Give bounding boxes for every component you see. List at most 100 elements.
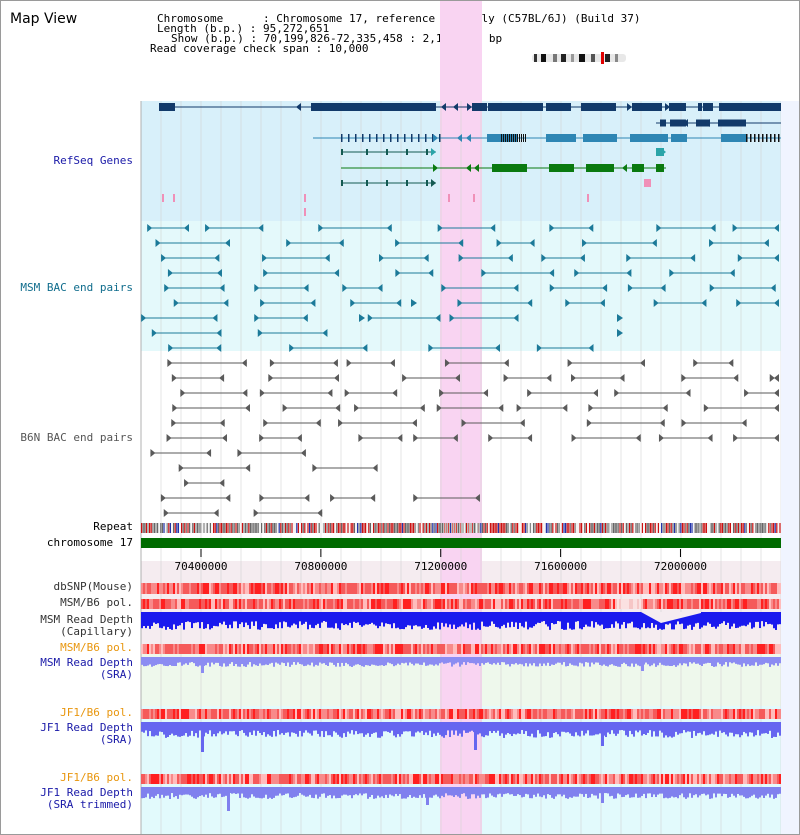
heat-cell xyxy=(771,709,773,719)
heat-cell xyxy=(747,599,749,609)
heat-cell xyxy=(471,774,473,784)
heat-cell xyxy=(387,709,389,719)
heat-cell xyxy=(403,599,405,609)
heat-cell xyxy=(253,644,255,654)
heat-cell xyxy=(555,644,557,654)
heat-cell xyxy=(591,583,593,594)
heat-cell xyxy=(151,774,153,784)
heat-cell xyxy=(703,583,705,594)
depth-bar xyxy=(581,722,583,731)
strand-arrow xyxy=(683,119,688,127)
gene-exon xyxy=(432,134,434,142)
heat-cell xyxy=(777,644,779,654)
bac-end-left xyxy=(413,494,419,502)
depth-bar xyxy=(651,722,653,737)
heat-cell xyxy=(637,599,639,609)
heat-cell xyxy=(329,583,331,594)
bac-end-left xyxy=(163,509,169,517)
depth-bar xyxy=(631,612,633,622)
depth-bar xyxy=(503,657,505,663)
depth-bar xyxy=(523,722,525,734)
heat-cell xyxy=(711,709,713,719)
depth-bar xyxy=(431,612,433,630)
depth-bar xyxy=(615,657,617,666)
heat-cell xyxy=(413,644,415,654)
bac-end-left xyxy=(457,299,463,307)
bac-end-right xyxy=(332,359,338,367)
depth-bar xyxy=(189,722,191,736)
depth-bar xyxy=(557,657,559,663)
bac-end-right xyxy=(258,224,264,232)
bac-end-left xyxy=(141,314,147,322)
repeat-feature xyxy=(248,523,250,533)
heat-cell xyxy=(603,583,605,594)
repeat-feature xyxy=(654,523,656,533)
bac-end-left xyxy=(681,419,687,427)
heat-cell xyxy=(185,583,187,594)
repeat-feature xyxy=(155,523,157,533)
heat-cell xyxy=(695,644,697,654)
depth-bar xyxy=(779,787,781,794)
heat-cell xyxy=(395,599,397,609)
heat-cell xyxy=(599,599,601,609)
heat-cell xyxy=(549,583,551,594)
heat-cell xyxy=(609,599,611,609)
heat-cell xyxy=(635,709,637,719)
heat-cell xyxy=(695,599,697,609)
heat-cell xyxy=(649,709,651,719)
bac-end-left xyxy=(574,269,580,277)
heat-cell xyxy=(585,583,587,594)
repeat-feature xyxy=(455,523,456,533)
heat-cell xyxy=(595,583,597,594)
heat-cell xyxy=(199,599,201,609)
depth-bar xyxy=(225,612,227,625)
depth-bar xyxy=(653,722,655,732)
depth-bar xyxy=(413,722,415,737)
depth-bar xyxy=(757,722,759,731)
bac-end-left xyxy=(441,284,447,292)
gene-exon xyxy=(355,134,357,142)
depth-bar xyxy=(517,787,519,795)
heat-cell xyxy=(257,583,259,594)
depth-bar xyxy=(379,722,381,738)
depth-bar xyxy=(281,787,283,796)
repeat-feature xyxy=(661,523,663,533)
heat-cell xyxy=(185,709,187,719)
bac-end-left xyxy=(614,389,620,397)
depth-bar xyxy=(325,722,327,732)
depth-bar xyxy=(557,787,559,795)
depth-bar xyxy=(401,657,403,663)
depth-bar xyxy=(463,657,465,663)
gene-exon xyxy=(366,180,368,186)
repeat-feature xyxy=(331,523,333,533)
heat-cell xyxy=(525,644,527,654)
heat-cell xyxy=(331,583,333,594)
bac-end-left xyxy=(350,299,356,307)
heat-cell xyxy=(747,644,749,654)
heat-cell xyxy=(315,583,317,594)
heat-cell xyxy=(281,644,283,654)
repeat-feature xyxy=(197,523,199,533)
heat-cell xyxy=(537,599,539,609)
heat-cell xyxy=(261,774,263,784)
depth-bar xyxy=(203,787,205,797)
heat-cell xyxy=(421,599,423,609)
heat-cell xyxy=(219,583,221,594)
repeat-feature xyxy=(368,523,370,533)
depth-bar xyxy=(465,657,467,665)
depth-bar xyxy=(493,787,495,797)
heat-cell xyxy=(585,599,587,609)
depth-bar xyxy=(435,657,437,665)
heat-cell xyxy=(567,774,569,784)
depth-bar xyxy=(303,722,305,733)
heat-cell xyxy=(681,583,683,594)
strand-arrow xyxy=(296,103,301,111)
depth-bar xyxy=(505,612,507,628)
heat-cell xyxy=(287,599,289,609)
depth-bar xyxy=(283,612,285,622)
depth-bar xyxy=(693,612,695,627)
depth-bar xyxy=(435,787,437,795)
heat-cell xyxy=(567,599,569,609)
depth-bar xyxy=(161,657,163,665)
